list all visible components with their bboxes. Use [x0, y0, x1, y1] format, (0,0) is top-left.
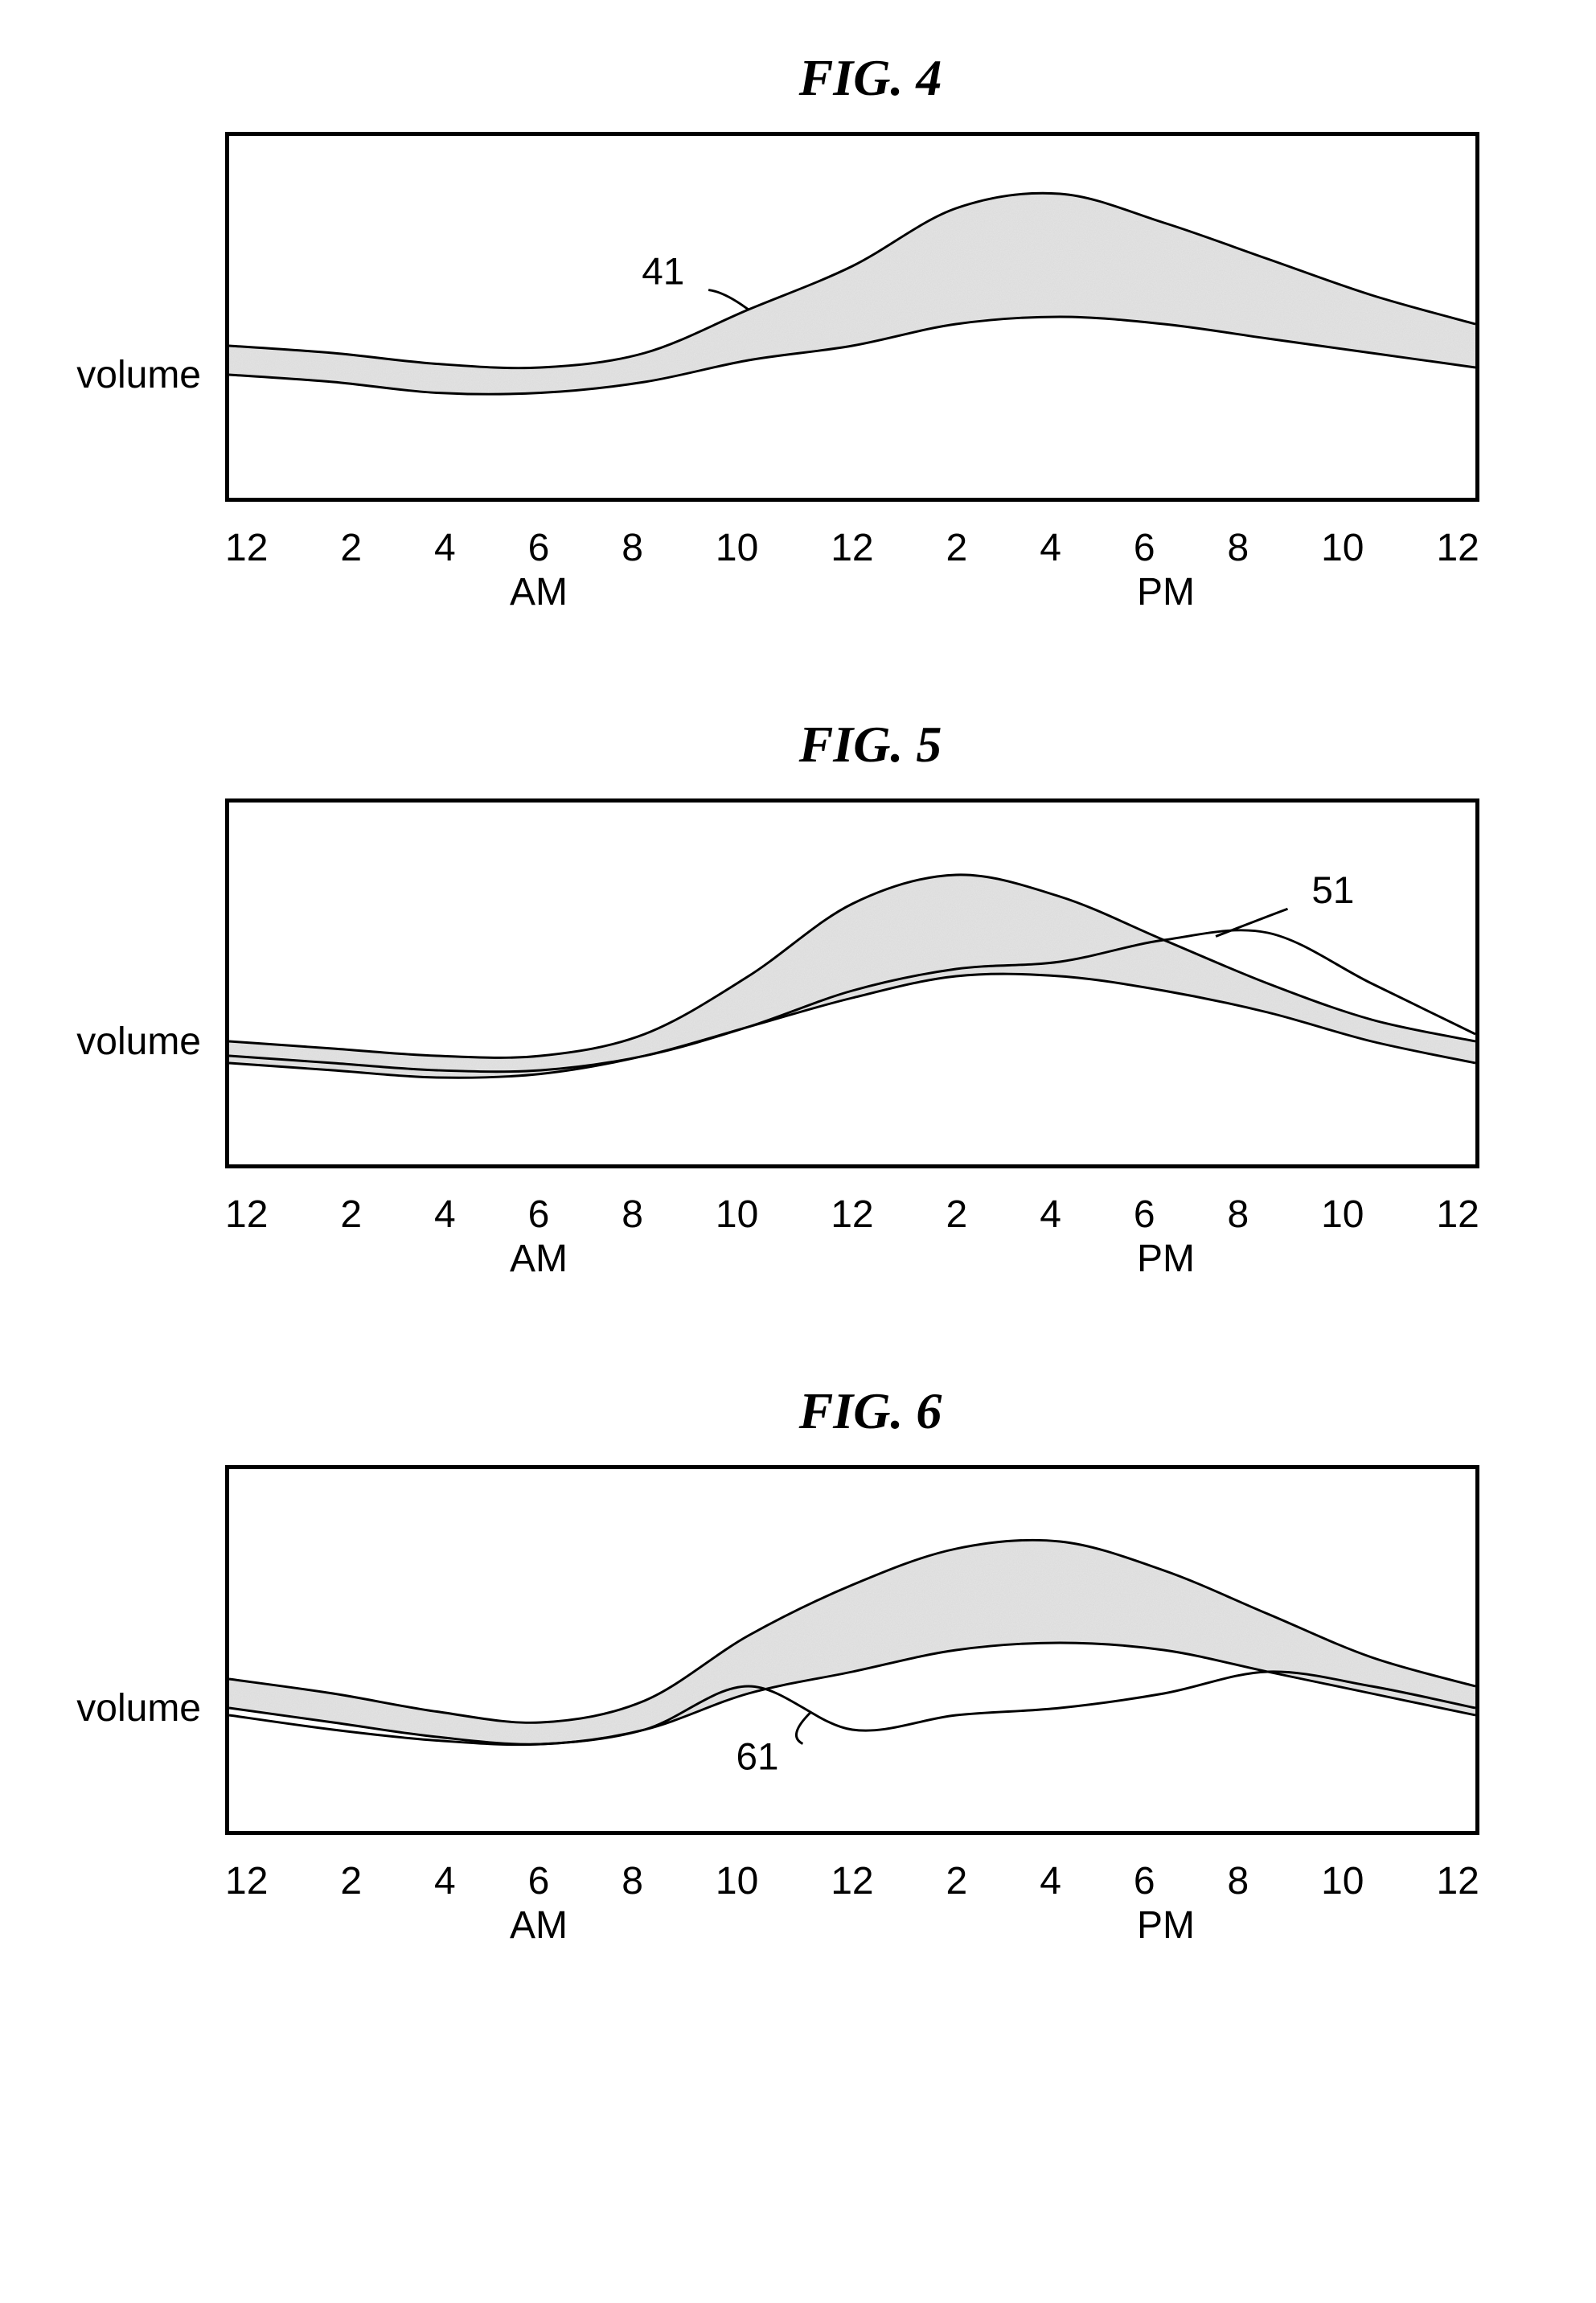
- fig6-plot-box: 61: [225, 1465, 1479, 1835]
- x-tick: 4: [1040, 1859, 1061, 1903]
- y-axis-label: volume: [64, 1020, 225, 1064]
- x-tick: 12: [1436, 1859, 1479, 1903]
- x-tick: 8: [1227, 1859, 1249, 1903]
- callout-label: 61: [736, 1736, 779, 1779]
- x-tick: 4: [434, 1193, 456, 1237]
- x-tick: 2: [946, 1859, 968, 1903]
- x-axis-period-row: AM PM: [225, 1903, 1479, 1952]
- x-tick: 10: [1321, 526, 1364, 570]
- fig6-chart-row: volume 61 12 2 4 6 8 10 12 2 4 6 8 10 12 AM PM: [64, 1465, 1532, 1952]
- x-tick: 8: [1227, 526, 1249, 570]
- x-tick: 8: [622, 1193, 643, 1237]
- x-tick: 12: [225, 526, 268, 570]
- pm-label: PM: [1137, 1237, 1195, 1281]
- fig4-plot-wrap: 41 12 2 4 6 8 10 12 2 4 6 8 10 12 AM PM: [225, 132, 1532, 618]
- fig4-title: FIG. 4: [64, 48, 1532, 108]
- x-tick: 12: [1436, 1193, 1479, 1237]
- x-tick: 8: [1227, 1193, 1249, 1237]
- x-tick: 10: [1321, 1193, 1364, 1237]
- fig6-svg: 61: [229, 1469, 1475, 1831]
- x-tick: 8: [622, 526, 643, 570]
- fig6-title: FIG. 6: [64, 1381, 1532, 1441]
- x-tick: 6: [528, 526, 550, 570]
- band-fill-texture: [229, 875, 1475, 1078]
- x-tick: 6: [1134, 1193, 1155, 1237]
- x-axis-ticks: 12 2 4 6 8 10 12 2 4 6 8 10 12: [225, 502, 1479, 570]
- x-axis-period-row: AM PM: [225, 570, 1479, 618]
- x-tick: 10: [716, 526, 758, 570]
- x-tick: 12: [831, 526, 873, 570]
- fig6-block: FIG. 6 volume 61 12 2 4 6 8 10 12 2 4 6 8 10 12 AM PM: [64, 1381, 1532, 1952]
- x-tick: 2: [340, 526, 362, 570]
- x-tick: 10: [716, 1859, 758, 1903]
- pm-label: PM: [1137, 1903, 1195, 1948]
- fig4-block: FIG. 4 volume 41 12 2 4 6 8 10 12 2 4 6 8 10 12 AM PM: [64, 48, 1532, 618]
- x-axis-ticks: 12 2 4 6 8 10 12 2 4 6 8 10 12: [225, 1168, 1479, 1237]
- x-tick: 2: [340, 1859, 362, 1903]
- fig6-plot-wrap: 61 12 2 4 6 8 10 12 2 4 6 8 10 12 AM PM: [225, 1465, 1532, 1952]
- am-label: AM: [510, 1237, 568, 1281]
- x-tick: 4: [1040, 1193, 1061, 1237]
- am-label: AM: [510, 570, 568, 614]
- x-tick: 10: [716, 1193, 758, 1237]
- callout-label: 51: [1311, 869, 1354, 912]
- x-tick: 4: [434, 526, 456, 570]
- fig4-chart-row: volume 41 12 2 4 6 8 10 12 2 4 6 8 10 12 AM PM: [64, 132, 1532, 618]
- x-tick: 12: [225, 1859, 268, 1903]
- fig4-svg: 41: [229, 136, 1475, 498]
- x-tick: 4: [434, 1859, 456, 1903]
- x-tick: 2: [340, 1193, 362, 1237]
- x-tick: 2: [946, 526, 968, 570]
- fig5-plot-box: 51: [225, 798, 1479, 1168]
- x-tick: 6: [528, 1859, 550, 1903]
- fig4-plot-box: 41: [225, 132, 1479, 502]
- x-tick: 6: [1134, 526, 1155, 570]
- x-tick: 6: [1134, 1859, 1155, 1903]
- band-fill-texture: [229, 193, 1475, 394]
- fig5-plot-wrap: 51 12 2 4 6 8 10 12 2 4 6 8 10 12 AM PM: [225, 798, 1532, 1285]
- fig5-chart-row: volume 51 12 2 4 6 8 10 12 2 4 6 8 10 12 AM PM: [64, 798, 1532, 1285]
- x-tick: 8: [622, 1859, 643, 1903]
- fig5-title: FIG. 5: [64, 715, 1532, 774]
- x-tick: 10: [1321, 1859, 1364, 1903]
- x-axis-period-row: AM PM: [225, 1237, 1479, 1285]
- x-axis-ticks: 12 2 4 6 8 10 12 2 4 6 8 10 12: [225, 1835, 1479, 1903]
- fig5-svg: 51: [229, 803, 1475, 1164]
- x-tick: 12: [831, 1193, 873, 1237]
- band-fill-texture: [229, 1540, 1475, 1744]
- pm-label: PM: [1137, 570, 1195, 614]
- x-tick: 4: [1040, 526, 1061, 570]
- x-tick: 2: [946, 1193, 968, 1237]
- callout-leader: [708, 290, 749, 310]
- callout-leader: [1216, 909, 1287, 936]
- x-tick: 12: [831, 1859, 873, 1903]
- x-tick: 12: [1436, 526, 1479, 570]
- fig5-block: FIG. 5 volume 51 12 2 4 6 8 10 12 2 4 6 8 10 12 AM PM: [64, 715, 1532, 1285]
- am-label: AM: [510, 1903, 568, 1948]
- y-axis-label: volume: [64, 353, 225, 397]
- callout-leader: [796, 1712, 810, 1743]
- y-axis-label: volume: [64, 1686, 225, 1730]
- x-tick: 6: [528, 1193, 550, 1237]
- x-tick: 12: [225, 1193, 268, 1237]
- callout-label: 41: [642, 251, 684, 294]
